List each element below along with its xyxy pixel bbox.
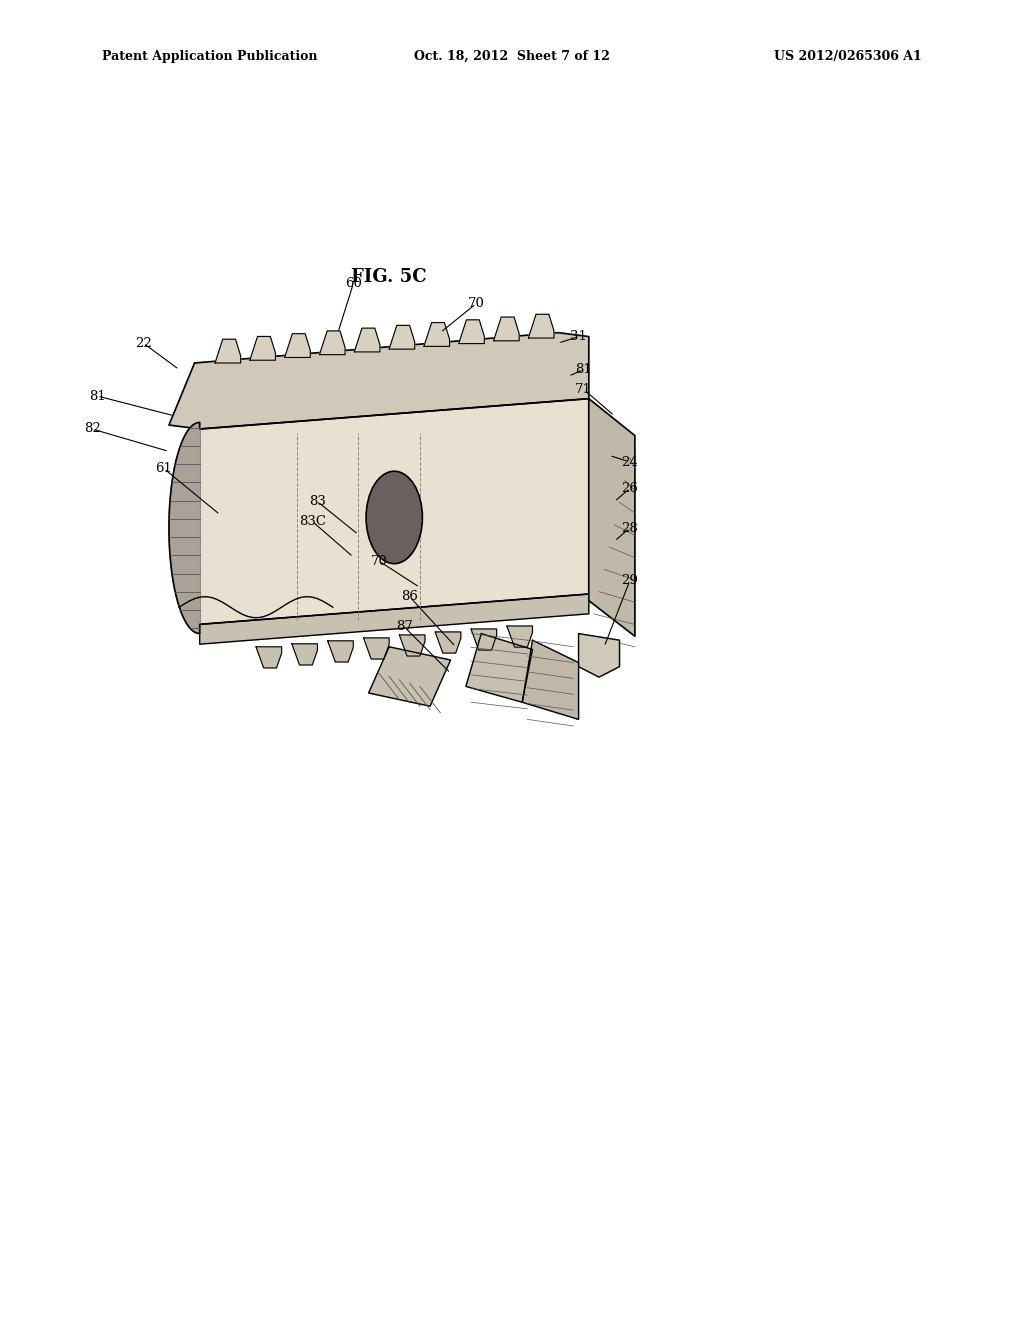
Polygon shape [328, 642, 353, 663]
Polygon shape [435, 632, 461, 653]
Text: 82: 82 [84, 422, 100, 436]
Text: US 2012/0265306 A1: US 2012/0265306 A1 [774, 50, 922, 63]
Text: 70: 70 [468, 297, 484, 310]
Polygon shape [364, 638, 389, 659]
Text: 31: 31 [570, 330, 587, 343]
Polygon shape [522, 640, 579, 719]
Polygon shape [507, 626, 532, 647]
Polygon shape [285, 334, 310, 358]
Polygon shape [471, 630, 497, 651]
Polygon shape [169, 333, 589, 429]
Text: 60: 60 [345, 277, 361, 290]
Polygon shape [215, 339, 241, 363]
Polygon shape [459, 319, 484, 343]
Polygon shape [369, 647, 451, 706]
Polygon shape [354, 329, 380, 352]
Polygon shape [494, 317, 519, 341]
Text: 81: 81 [575, 363, 592, 376]
Text: 61: 61 [156, 462, 172, 475]
Text: Patent Application Publication: Patent Application Publication [102, 50, 317, 63]
Polygon shape [399, 635, 425, 656]
Polygon shape [424, 322, 450, 346]
Text: 22: 22 [135, 337, 152, 350]
Polygon shape [200, 399, 589, 624]
Polygon shape [169, 422, 200, 634]
Text: 83C: 83C [299, 515, 326, 528]
Polygon shape [200, 594, 589, 644]
Text: 87: 87 [396, 620, 413, 634]
Polygon shape [466, 634, 532, 702]
Polygon shape [169, 422, 200, 634]
Polygon shape [528, 314, 554, 338]
Text: 28: 28 [622, 521, 638, 535]
Polygon shape [579, 634, 620, 677]
Text: FIG. 5C: FIG. 5C [351, 268, 427, 286]
Text: 29: 29 [622, 574, 638, 587]
Text: 71: 71 [575, 383, 592, 396]
Polygon shape [256, 647, 282, 668]
Polygon shape [292, 644, 317, 665]
Text: 83: 83 [309, 495, 326, 508]
Polygon shape [250, 337, 275, 360]
Text: 26: 26 [622, 482, 638, 495]
Text: 86: 86 [401, 590, 418, 603]
Polygon shape [389, 326, 415, 350]
Ellipse shape [367, 471, 423, 564]
Text: Oct. 18, 2012  Sheet 7 of 12: Oct. 18, 2012 Sheet 7 of 12 [414, 50, 610, 63]
Text: 70: 70 [371, 554, 387, 568]
Text: 81: 81 [89, 389, 105, 403]
Text: 24: 24 [622, 455, 638, 469]
Polygon shape [589, 399, 635, 636]
Polygon shape [319, 331, 345, 355]
